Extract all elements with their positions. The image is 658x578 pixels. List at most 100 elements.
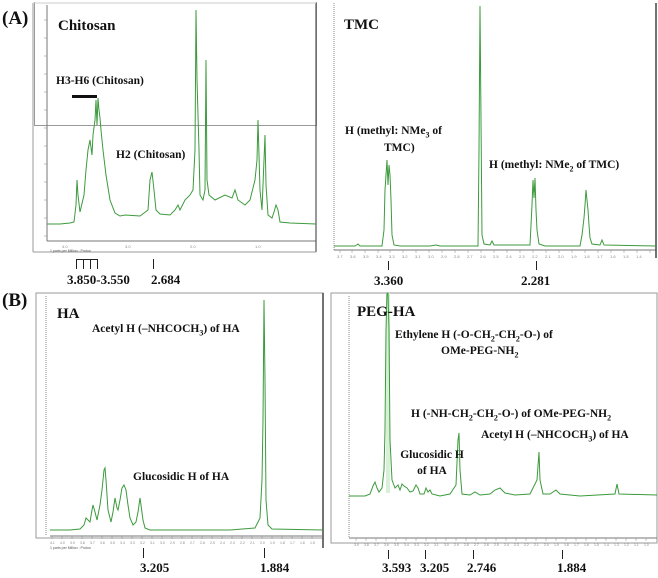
ha-acetyl-label: Acetyl H (–NHCOCH3) of HA — [92, 322, 240, 340]
svg-text:1.7: 1.7 — [574, 543, 579, 547]
svg-text:1.9: 1.9 — [554, 543, 559, 547]
svg-text:1.5: 1.5 — [594, 543, 599, 547]
svg-text:3.1: 3.1 — [434, 543, 439, 547]
svg-text:2.1: 2.1 — [534, 543, 539, 547]
chitosan-h3h6-range-bar — [72, 95, 97, 98]
peg-nh-text: H (-NH-CH — [411, 408, 469, 420]
svg-text:1.8: 1.8 — [584, 254, 590, 259]
svg-text:3.6: 3.6 — [350, 254, 356, 259]
chitosan-shift-tick — [83, 259, 84, 269]
svg-text:1.1: 1.1 — [634, 543, 639, 547]
svg-text:2.6: 2.6 — [480, 254, 486, 259]
svg-text:2.3: 2.3 — [519, 254, 525, 259]
peg-nh-label: H (-NH-CH2-CH2-O-) of OMe-PEG-NH2 — [411, 407, 611, 425]
svg-text:1.3: 1.3 — [614, 543, 619, 547]
peg-shift-tick — [473, 550, 474, 559]
svg-text:2.2: 2.2 — [532, 254, 538, 259]
tmc-shift-1: 3.360 — [374, 273, 404, 288]
svg-text:1.5: 1.5 — [623, 254, 629, 259]
tmc-nme3-label-line2: TMC) — [384, 142, 415, 154]
svg-text:4.0: 4.0 — [62, 244, 68, 249]
peg-shift-tick — [425, 550, 426, 559]
svg-text:3.5: 3.5 — [363, 254, 369, 259]
ha-shift-1: 3.205 — [140, 560, 170, 575]
svg-text:3.9: 3.9 — [354, 543, 359, 547]
svg-text:3.1: 3.1 — [150, 541, 155, 545]
tmc-shift-2: 2.281 — [521, 273, 551, 288]
subscript-2: 2 — [607, 413, 612, 423]
svg-text:3.0: 3.0 — [125, 244, 131, 249]
svg-text:2.1: 2.1 — [250, 541, 255, 545]
svg-text:2.0: 2.0 — [544, 543, 549, 547]
svg-text:1.8: 1.8 — [564, 543, 569, 547]
tmc-title: TMC — [344, 17, 379, 33]
svg-text:2.7: 2.7 — [190, 541, 195, 545]
svg-text:3.8: 3.8 — [364, 543, 369, 547]
svg-text:3.7: 3.7 — [374, 543, 379, 547]
tmc-nme3-of: of — [429, 125, 442, 137]
peg-ethylene-line2-text: OMe-PEG-NH — [441, 345, 515, 357]
svg-text:1.7: 1.7 — [597, 254, 603, 259]
peg-shift-2: 3.205 — [420, 560, 450, 575]
svg-text:1.6: 1.6 — [300, 541, 305, 545]
svg-text:2.9: 2.9 — [441, 254, 447, 259]
chitosan-h2-label: H2 (Chitosan) — [116, 149, 186, 161]
svg-text:1.6: 1.6 — [610, 254, 616, 259]
svg-text:2.5: 2.5 — [493, 254, 499, 259]
svg-text:3.2: 3.2 — [424, 543, 429, 547]
ha-glucosidic-label: Glucosidic H of HA — [133, 471, 230, 483]
peg-ethylene-label-line2: OMe-PEG-NH2 — [441, 344, 518, 362]
svg-text:3.1: 3.1 — [415, 254, 421, 259]
svg-text:1.8: 1.8 — [280, 541, 285, 545]
ha-acetyl-subscript: 3 — [199, 328, 204, 338]
ha-shift-2: 1.884 — [260, 560, 290, 575]
svg-text:2.0: 2.0 — [260, 541, 265, 545]
svg-text:1.4: 1.4 — [604, 543, 609, 547]
chitosan-shift-2: 2.684 — [151, 272, 181, 287]
peg-nh-mid: -CH — [472, 408, 494, 420]
svg-text:3.7: 3.7 — [90, 541, 95, 545]
ha-shift-tick — [264, 548, 265, 558]
tmc-nme2-text: H (methyl: NMe — [489, 159, 570, 171]
svg-text:2.0: 2.0 — [558, 254, 564, 259]
svg-text:2.3: 2.3 — [230, 541, 235, 545]
svg-text:2.8: 2.8 — [180, 541, 185, 545]
svg-text:1.2: 1.2 — [624, 543, 629, 547]
peg-ethylene-post: -O-) of — [519, 329, 553, 341]
svg-text:2.7: 2.7 — [474, 543, 479, 547]
svg-text:3.6: 3.6 — [100, 541, 105, 545]
svg-text:2.4: 2.4 — [220, 541, 225, 545]
peg-shift-4: 1.884 — [557, 560, 587, 575]
svg-text:3.4: 3.4 — [376, 254, 382, 259]
chitosan-shift-tick — [97, 259, 98, 269]
peg-nh-post: -O-) of OMe-PEG-NH — [497, 408, 608, 420]
ha-axis-caption: 1 parts per Million : Proton — [50, 546, 91, 550]
svg-text:2.8: 2.8 — [464, 543, 469, 547]
svg-text:2.0: 2.0 — [190, 244, 196, 249]
svg-text:3.4: 3.4 — [120, 541, 125, 545]
subscript-2: 2 — [490, 334, 495, 344]
svg-text:3.4: 3.4 — [404, 543, 409, 547]
ha-acetyl-post: ) of HA — [203, 323, 240, 335]
svg-text:3.9: 3.9 — [70, 541, 75, 545]
peg-ethylene-mid: -CH — [494, 329, 516, 341]
svg-text:3.5: 3.5 — [110, 541, 115, 545]
svg-text:1.9: 1.9 — [270, 541, 275, 545]
svg-text:3.0: 3.0 — [444, 543, 449, 547]
svg-text:2.8: 2.8 — [454, 254, 460, 259]
tmc-shift-tick — [536, 261, 537, 270]
svg-text:2.5: 2.5 — [210, 541, 215, 545]
svg-text:1.7: 1.7 — [290, 541, 295, 545]
svg-text:3.3: 3.3 — [389, 254, 395, 259]
svg-text:3.0: 3.0 — [160, 541, 165, 545]
chitosan-axis-caption: 1 parts per Million : Proton — [50, 249, 91, 253]
peg-glucosidic-label-line1: Glucosidic H — [400, 449, 464, 461]
svg-text:2.9: 2.9 — [454, 543, 459, 547]
svg-text:2.2: 2.2 — [524, 543, 529, 547]
chitosan-shift-1: 3.850-3.550 — [67, 272, 130, 287]
tmc-nme3-label-line1: H (methyl: NMe3 of — [345, 124, 442, 142]
svg-text:2.3: 2.3 — [514, 543, 519, 547]
svg-text:2.6: 2.6 — [484, 543, 489, 547]
